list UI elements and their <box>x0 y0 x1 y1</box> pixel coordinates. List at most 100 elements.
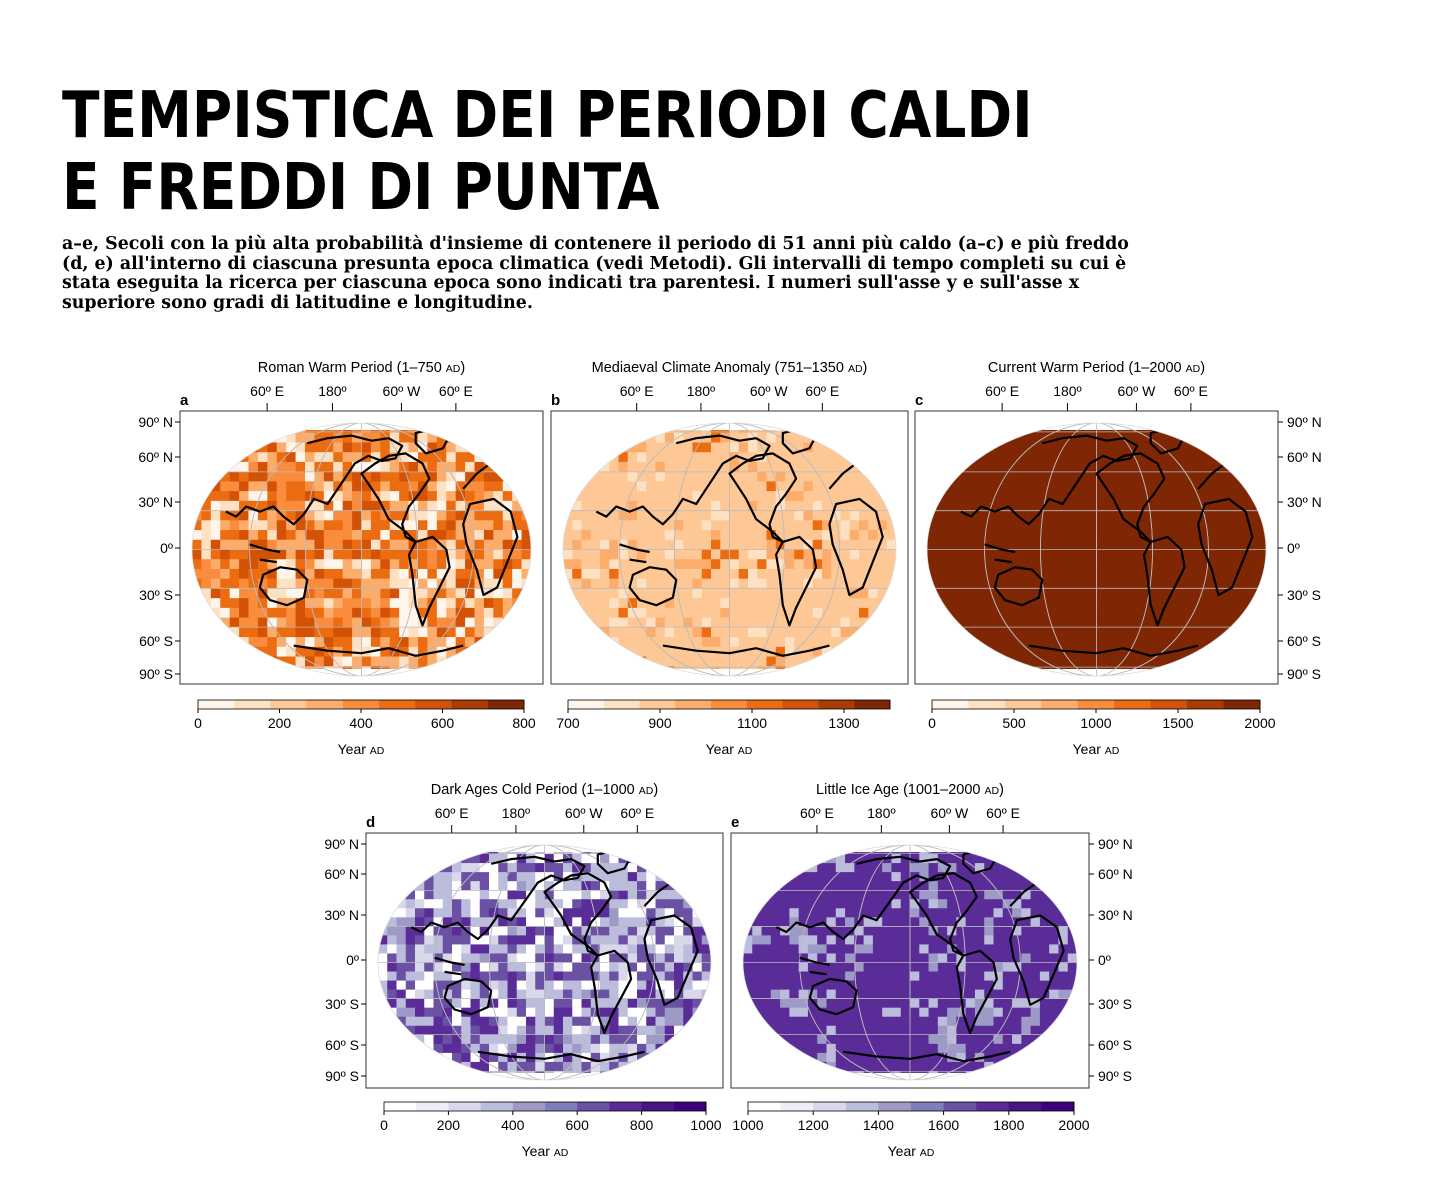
map-cell <box>1190 500 1201 512</box>
map-cell <box>1171 549 1182 560</box>
map-cell <box>937 989 948 1000</box>
map-cell <box>785 646 795 658</box>
map-cell <box>859 549 869 560</box>
map-cell <box>1012 926 1022 936</box>
map-cell <box>257 646 268 658</box>
map-cell <box>1162 549 1173 560</box>
map-cell <box>1077 607 1088 619</box>
map-cell <box>1256 559 1266 570</box>
map-cell <box>380 510 391 521</box>
map-cell <box>770 971 781 982</box>
map-cell <box>600 617 610 628</box>
map-cell <box>600 471 610 482</box>
map-cell <box>600 1034 610 1045</box>
map-cell <box>757 461 768 473</box>
map-cell <box>408 559 419 570</box>
map-cell <box>1190 442 1201 453</box>
map-cell <box>415 998 425 1009</box>
map-cell <box>831 617 842 628</box>
map-cell <box>535 1061 546 1072</box>
map-cell <box>984 890 995 900</box>
map-cell <box>1002 530 1013 541</box>
map-cell <box>286 637 297 648</box>
map-cell <box>600 953 610 964</box>
map-cell <box>891 1007 902 1018</box>
map-cell <box>974 617 985 628</box>
map-cell <box>1190 481 1201 492</box>
map-cell <box>868 530 879 541</box>
map-cell <box>489 998 499 1009</box>
map-cell <box>947 1016 957 1027</box>
map-cell <box>785 471 795 482</box>
map-cell <box>882 1043 893 1054</box>
map-cell <box>882 935 893 946</box>
map-cell <box>553 1043 564 1054</box>
map-cell <box>789 1016 800 1027</box>
map-cell <box>1134 452 1145 463</box>
map-cell <box>248 627 259 638</box>
map-cell <box>535 971 546 982</box>
map-cell <box>229 627 240 638</box>
map-cell <box>352 481 363 492</box>
lon-tick-label: 180º <box>318 383 346 399</box>
map-cell <box>928 1025 939 1036</box>
map-cell <box>1105 520 1116 531</box>
map-cell <box>882 980 893 991</box>
map-cell <box>955 491 966 502</box>
map-cell <box>581 935 592 946</box>
map-cell <box>433 971 444 982</box>
map-cell <box>361 510 372 521</box>
map-cell <box>286 627 297 638</box>
map-cell <box>370 598 381 609</box>
map-cell <box>928 962 939 973</box>
map-cell <box>1247 559 1258 570</box>
map-cell <box>1067 980 1077 991</box>
map-cell <box>900 962 911 973</box>
map-cell <box>919 1034 930 1045</box>
map-cell <box>1021 998 1032 1009</box>
map-cell <box>646 442 657 453</box>
map-cell <box>618 520 629 531</box>
map-cell <box>1049 908 1060 918</box>
map-cell <box>470 989 481 1000</box>
map-cell <box>956 1034 967 1045</box>
map-cell <box>415 899 425 909</box>
map-cell <box>267 549 278 560</box>
map-cell <box>446 646 457 658</box>
map-cell <box>1115 442 1126 453</box>
map-cell <box>1077 452 1088 463</box>
map-cell <box>1190 637 1201 648</box>
map-cell <box>581 510 592 521</box>
map-cell <box>1105 500 1116 512</box>
map-cell <box>974 899 985 909</box>
map-cell <box>1012 1043 1022 1054</box>
map-cell <box>470 944 481 955</box>
map-cell <box>295 588 306 599</box>
map-cell <box>780 944 790 955</box>
map-cell <box>433 1016 444 1027</box>
map-cell <box>794 481 805 492</box>
map-cell <box>900 1034 911 1045</box>
map-cell <box>455 549 466 560</box>
map-cell <box>1002 471 1013 482</box>
map-cell <box>983 617 994 628</box>
map-cell <box>627 881 638 891</box>
colorbar-tick-label: 1100 <box>737 715 767 731</box>
map-cell <box>803 530 814 541</box>
map-cell <box>664 461 675 473</box>
map-cell <box>526 953 536 964</box>
map-cell <box>1153 491 1164 502</box>
map-cell <box>683 598 694 609</box>
map-cell <box>201 559 212 570</box>
map-cell <box>974 1061 985 1072</box>
map-cell <box>286 442 297 453</box>
map-cell <box>323 461 334 473</box>
map-cell <box>1171 461 1182 473</box>
map-cell <box>1058 481 1069 492</box>
map-cell <box>210 530 221 541</box>
map-cell <box>863 863 874 873</box>
map-cell <box>692 998 703 1009</box>
map-cell <box>427 617 438 628</box>
map-cell <box>516 863 527 873</box>
